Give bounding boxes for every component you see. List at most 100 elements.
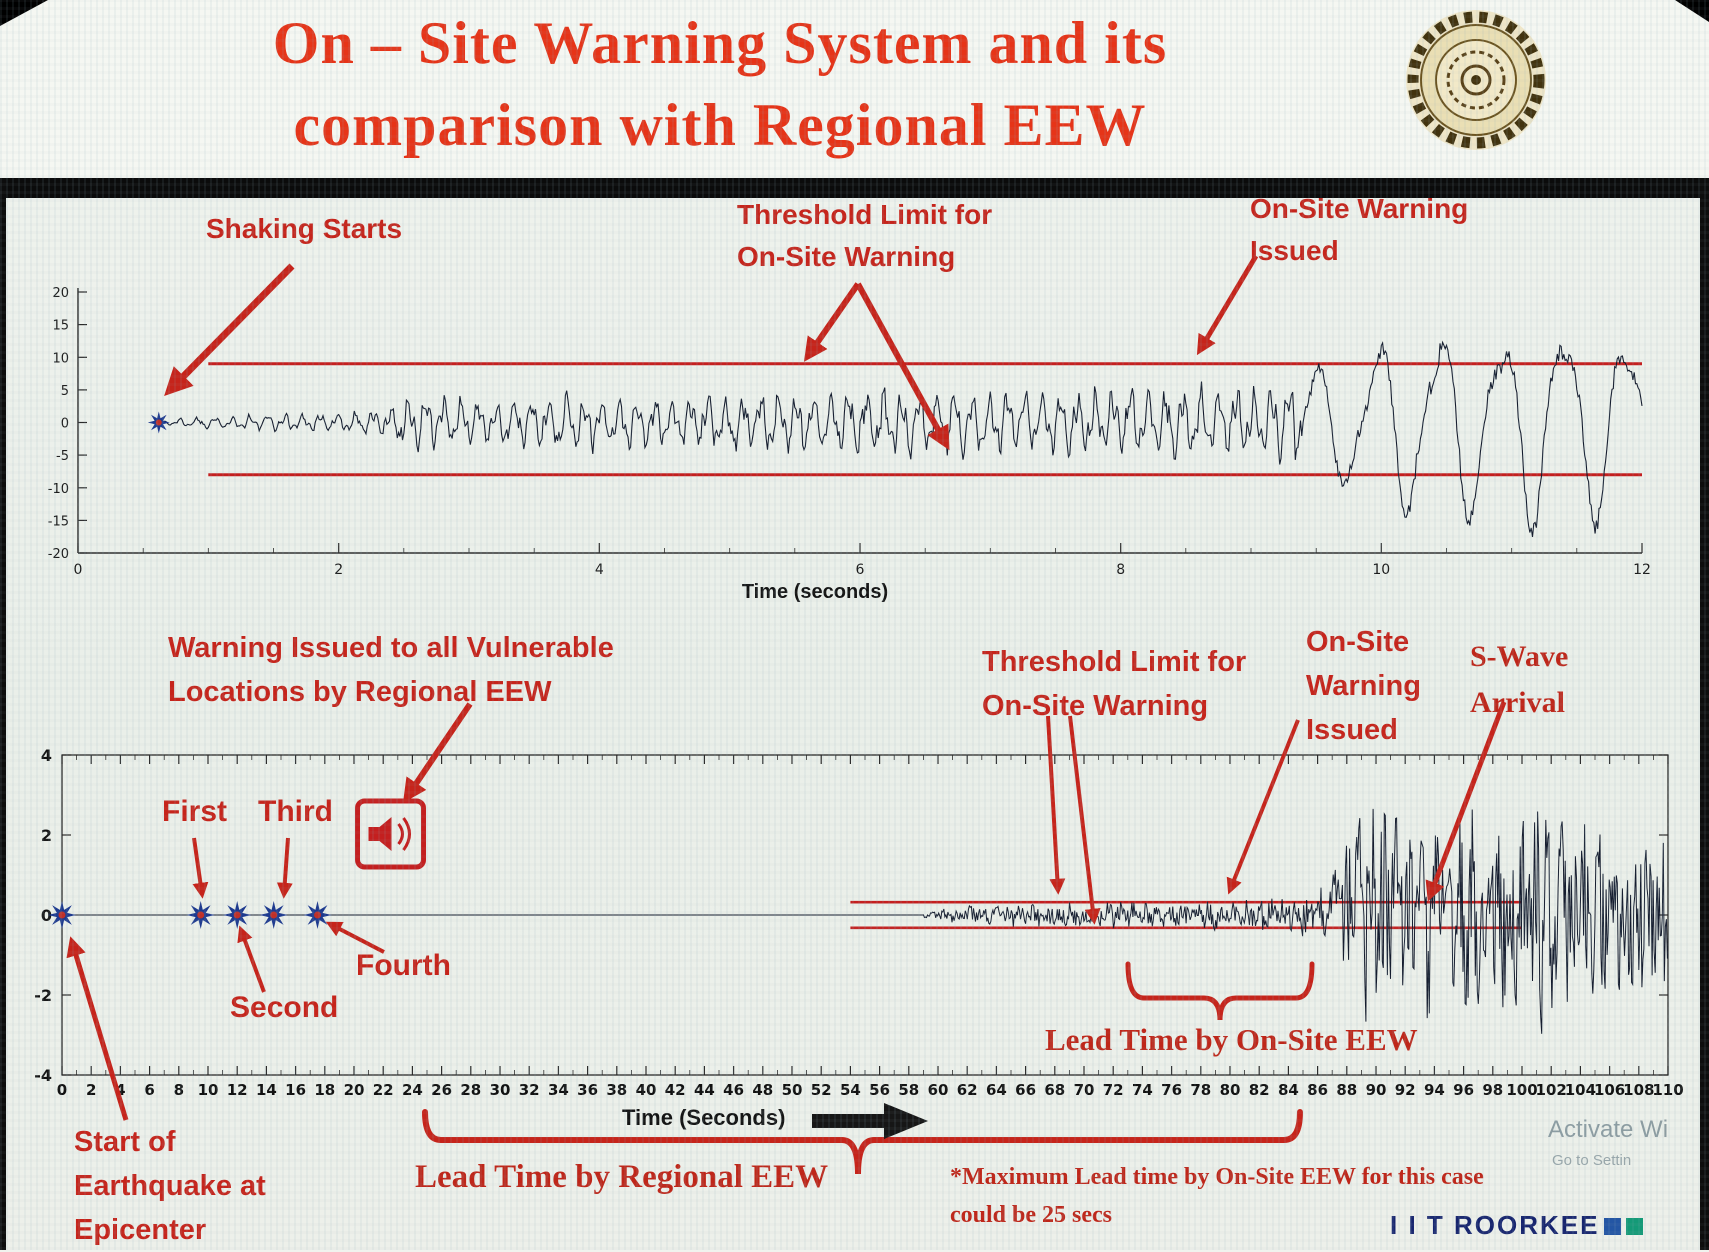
threshold-label-bottom-line2: On-Site Warning <box>982 690 1209 722</box>
lead-time-regional-label: Lead Time by Regional EEW <box>415 1159 829 1195</box>
svg-text:106: 106 <box>1594 1081 1625 1099</box>
svg-text:78: 78 <box>1190 1081 1211 1099</box>
fourth-trigger-label: Fourth <box>356 949 451 982</box>
third-trigger-label: Third <box>258 795 333 828</box>
svg-text:38: 38 <box>606 1081 627 1099</box>
svg-text:-5: -5 <box>56 449 69 464</box>
svg-text:2: 2 <box>41 826 52 845</box>
photo-edge-left <box>0 178 6 1250</box>
svg-text:64: 64 <box>986 1081 1007 1099</box>
second-trigger-arrow <box>237 925 266 993</box>
start-epicenter-line2: Earthquake at <box>74 1170 266 1202</box>
start-epicenter-line3: Epicenter <box>74 1214 207 1246</box>
regional-warning-line1: Warning Issued to all Vulnerable <box>168 632 614 664</box>
first-trigger-arrow <box>192 837 209 899</box>
svg-text:100: 100 <box>1506 1081 1537 1099</box>
svg-text:36: 36 <box>577 1081 598 1099</box>
bottom-chart-xlabel: Time (Seconds) <box>622 1105 786 1130</box>
svg-text:94: 94 <box>1424 1081 1445 1099</box>
svg-text:8: 8 <box>174 1081 184 1099</box>
top-chart-xlabel: Time (seconds) <box>741 581 889 603</box>
onsite-warning-bottom-line1: On-Site <box>1306 626 1410 658</box>
s-wave-arrow <box>1425 701 1507 902</box>
iit-roorkee-brand: I I T ROORKEE <box>1390 1210 1644 1241</box>
go-to-settings-watermark: Go to Settin <box>1552 1152 1632 1169</box>
svg-text:-15: -15 <box>48 514 69 529</box>
svg-text:14: 14 <box>256 1081 277 1099</box>
svg-text:6: 6 <box>856 562 865 578</box>
brand-square-green-icon <box>1626 1218 1644 1235</box>
svg-text:-10: -10 <box>48 482 69 497</box>
svg-text:10: 10 <box>1372 562 1390 578</box>
svg-text:68: 68 <box>1044 1081 1065 1099</box>
svg-text:46: 46 <box>723 1081 744 1099</box>
onsite-warning-label-bottom: On-Site Warning Issued <box>1306 620 1421 752</box>
svg-text:84: 84 <box>1278 1081 1299 1099</box>
threshold-label-top-line2: On-Site Warning <box>737 241 956 272</box>
svg-text:28: 28 <box>460 1081 481 1099</box>
regional-warning-arrow <box>402 702 473 803</box>
svg-text:50: 50 <box>782 1081 803 1099</box>
start-epicenter-label: Start of Earthquake at Epicenter <box>74 1120 266 1252</box>
onsite-warning-top-line1: On-Site Warning <box>1250 193 1469 224</box>
svg-text:34: 34 <box>548 1081 569 1099</box>
svg-text:-20: -20 <box>48 547 69 562</box>
svg-text:56: 56 <box>869 1081 890 1099</box>
svg-text:8: 8 <box>1116 562 1125 578</box>
lead-time-regional-brace <box>422 1109 1303 1175</box>
svg-text:42: 42 <box>665 1081 686 1099</box>
svg-text:62: 62 <box>957 1081 978 1099</box>
onsite-warning-top-arrow <box>1196 254 1259 356</box>
photo-corner-right <box>1675 0 1709 22</box>
lead-time-onsite-label: Lead Time by On-Site EEW <box>1045 1022 1418 1057</box>
svg-text:60: 60 <box>928 1081 949 1099</box>
svg-text:4: 4 <box>595 562 604 578</box>
svg-text:48: 48 <box>752 1081 773 1099</box>
svg-text:40: 40 <box>636 1081 657 1099</box>
third-trigger-arrow <box>276 837 293 899</box>
page-title: On – Site Warning System and its compari… <box>40 2 1400 166</box>
threshold-label-top-line1: Threshold Limit for <box>737 199 993 230</box>
footnote-line2: could be 25 secs <box>950 1202 1112 1228</box>
onsite-warning-bottom-line2: Warning <box>1306 670 1421 702</box>
svg-text:22: 22 <box>373 1081 394 1099</box>
onsite-warning-bottom-arrow <box>1226 719 1300 895</box>
svg-text:92: 92 <box>1395 1081 1416 1099</box>
svg-text:44: 44 <box>694 1081 715 1099</box>
top-seismogram-chart: 20 15 10 5 0 -5 -10 -15 -20 0 2 4 6 8 10 12 <box>48 286 1651 578</box>
svg-text:110: 110 <box>1652 1081 1683 1099</box>
svg-text:0: 0 <box>57 1081 67 1099</box>
divider-bar <box>0 178 1709 198</box>
s-wave-line1: S-Wave <box>1470 640 1569 673</box>
svg-text:70: 70 <box>1074 1081 1095 1099</box>
svg-text:12: 12 <box>227 1081 248 1099</box>
svg-text:88: 88 <box>1336 1081 1357 1099</box>
svg-text:82: 82 <box>1249 1081 1270 1099</box>
bottom-waveform <box>62 808 1668 1034</box>
svg-text:32: 32 <box>519 1081 540 1099</box>
iit-roorkee-seal-icon <box>1406 10 1546 150</box>
svg-text:0: 0 <box>74 562 83 578</box>
threshold-label-bottom-line1: Threshold Limit for <box>982 646 1247 678</box>
svg-text:90: 90 <box>1366 1081 1387 1099</box>
lead-time-onsite-brace <box>1125 961 1315 1021</box>
s-wave-line2: Arrival <box>1470 686 1565 719</box>
svg-text:104: 104 <box>1565 1081 1596 1099</box>
svg-text:20: 20 <box>52 286 69 301</box>
onsite-warning-label-top: On-Site Warning Issued <box>1250 188 1468 272</box>
svg-text:-4: -4 <box>34 1066 52 1085</box>
footnote-line1: *Maximum Lead time by On-Site EEW for th… <box>950 1164 1484 1190</box>
start-epicenter-arrow <box>66 936 129 1121</box>
svg-text:4: 4 <box>115 1081 125 1099</box>
threshold-label-bottom: Threshold Limit for On-Site Warning <box>982 640 1246 728</box>
regional-warning-speaker-icon <box>355 798 426 870</box>
svg-text:4: 4 <box>41 746 52 765</box>
svg-text:2: 2 <box>334 562 343 578</box>
svg-text:30: 30 <box>490 1081 511 1099</box>
svg-text:26: 26 <box>431 1081 452 1099</box>
photo-corner-left <box>0 0 48 26</box>
svg-text:0: 0 <box>61 417 69 432</box>
svg-text:102: 102 <box>1536 1081 1567 1099</box>
svg-text:74: 74 <box>1132 1081 1153 1099</box>
